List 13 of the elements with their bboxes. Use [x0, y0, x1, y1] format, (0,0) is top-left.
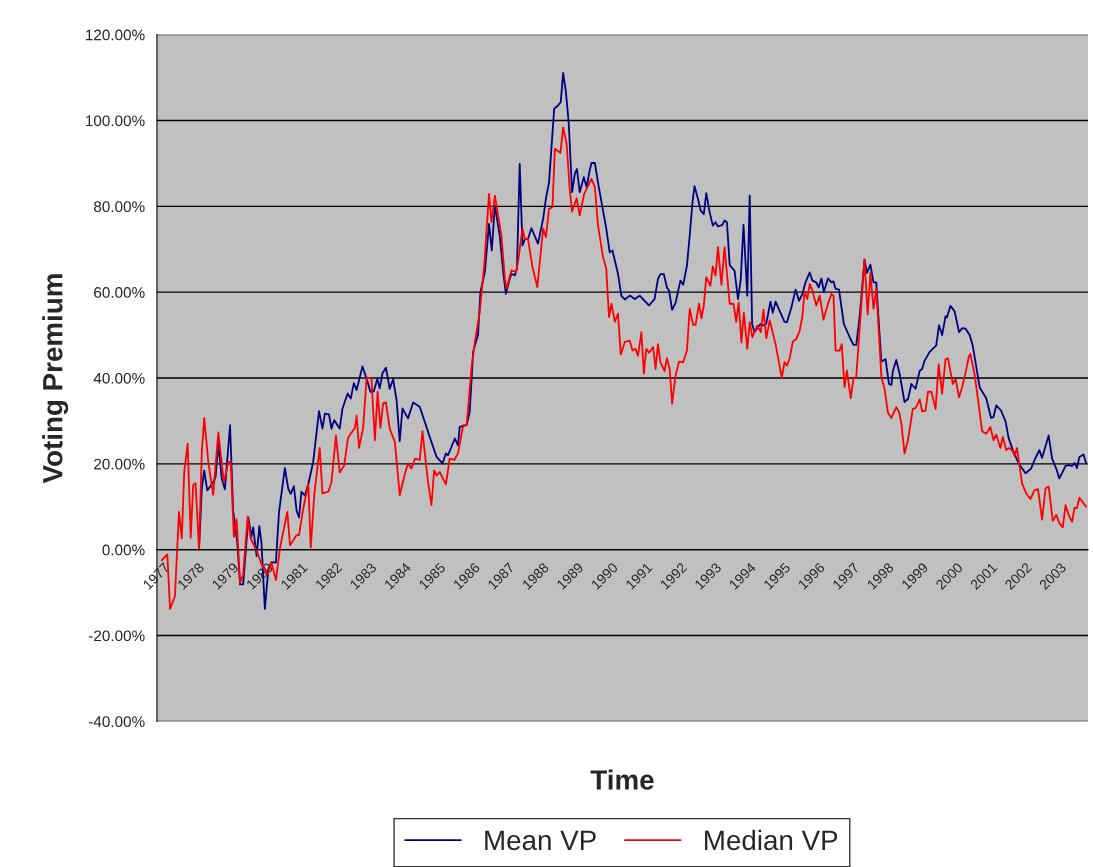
y-axis-title: Voting Premium	[42, 274, 69, 484]
x-axis-title: Time	[590, 769, 654, 790]
legend-label: Median VP	[705, 829, 838, 851]
y-tick-label: 60.00%	[94, 287, 145, 298]
y-tick-label: -20.00%	[88, 630, 145, 642]
y-tick-label: 0.00%	[102, 544, 145, 556]
y-tick-label: -40.00%	[88, 716, 145, 728]
y-tick-label: 100.00%	[86, 115, 145, 127]
y-tick-label: 40.00%	[93, 372, 145, 384]
y-tick-label: 120.00%	[86, 29, 145, 41]
y-tick-label: 80.00%	[94, 201, 145, 213]
legend-label: Mean VP	[485, 830, 596, 851]
y-tick-label: 20.00%	[94, 458, 145, 470]
